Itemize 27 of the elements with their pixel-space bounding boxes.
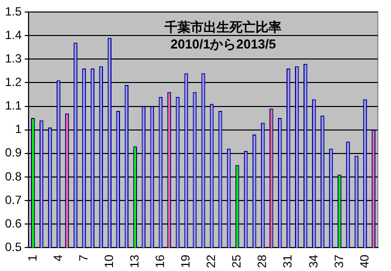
text: 2010/1から2013/5: [170, 36, 276, 52]
y-tick-label: 1.1: [4, 98, 22, 113]
x-tick-label: 10: [102, 254, 116, 268]
x-tick-label: 40: [357, 254, 372, 268]
x-tick-label: 31: [280, 254, 295, 268]
y-tick-label: 0.9: [4, 146, 22, 160]
x-tick-label: 1: [25, 254, 40, 262]
x-tick-label: 37: [332, 254, 346, 268]
y-tick-label: 1.2: [4, 75, 22, 90]
x-tick-label: 34: [306, 254, 320, 268]
y-tick-label: 1: [14, 122, 22, 136]
x-tick-label: 28: [255, 254, 270, 268]
y-tick-label: 0.7: [4, 192, 22, 207]
x-tick-label: 13: [127, 254, 142, 268]
y-tick-label: 0.5: [4, 240, 22, 254]
x-tick-label: 7: [76, 254, 90, 262]
y-tick-label: 1.5: [4, 4, 22, 18]
y-tick-label: 0.6: [4, 216, 22, 230]
text: 千葉市出生死亡比率: [164, 20, 282, 35]
x-tick-label: 4: [50, 254, 65, 262]
y-tick-label: 1.4: [4, 28, 22, 42]
x-tick-label: 19: [178, 254, 193, 268]
y-tick-label: 0.8: [4, 169, 22, 184]
x-tick-label: 25: [230, 254, 244, 268]
x-tick-label: 16: [152, 254, 167, 268]
x-tick-label: 22: [204, 254, 218, 268]
y-tick-label: 1.3: [4, 51, 22, 66]
